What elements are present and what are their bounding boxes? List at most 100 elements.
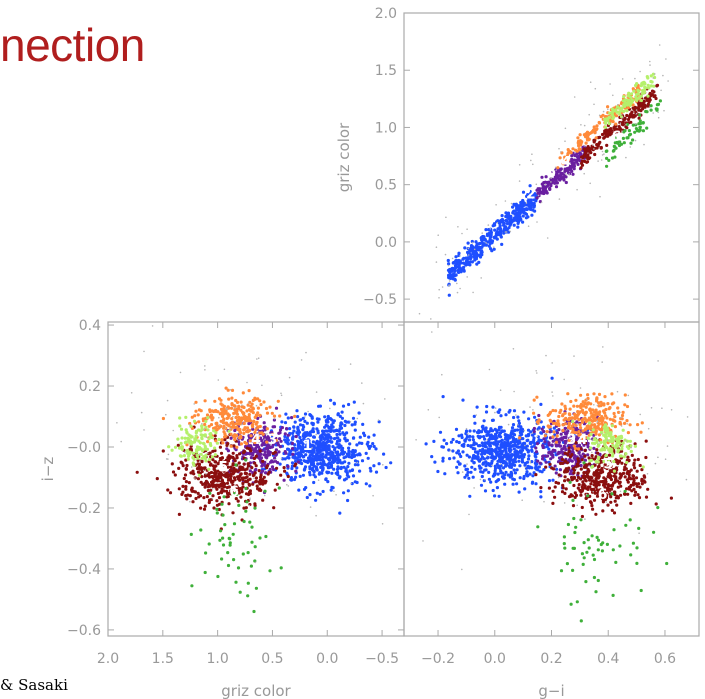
point-orange	[243, 426, 247, 430]
point-lightgreen	[195, 454, 199, 458]
point-purple	[256, 445, 261, 449]
point-blue	[527, 466, 532, 470]
point-lightgreen	[596, 456, 601, 460]
point-darkred	[196, 491, 200, 495]
point-darkred	[565, 469, 570, 473]
point-blue	[424, 442, 428, 446]
point-orange	[576, 447, 581, 451]
point-purple	[554, 444, 559, 448]
point-darkred	[166, 488, 170, 492]
point-darkred	[245, 480, 249, 484]
point-blue	[473, 421, 477, 425]
point-lightgreen	[621, 441, 625, 445]
point-blue	[501, 455, 505, 459]
point-orange	[598, 419, 603, 423]
point-purple	[268, 437, 272, 441]
point-orange	[577, 430, 581, 434]
point-green	[611, 149, 616, 153]
point-outliers	[518, 180, 521, 182]
point-blue	[438, 430, 443, 434]
point-darkred	[625, 487, 629, 491]
point-blue	[467, 455, 471, 459]
point-outliers	[601, 154, 604, 156]
point-blue	[473, 253, 477, 257]
point-outliers	[233, 407, 236, 409]
point-blue	[513, 428, 517, 432]
point-orange	[600, 415, 604, 419]
point-blue	[325, 452, 329, 456]
point-blue	[328, 417, 333, 421]
point-orange	[595, 127, 599, 131]
point-darkred	[572, 483, 576, 488]
point-orange	[610, 392, 614, 396]
point-blue	[347, 420, 351, 424]
point-blue	[318, 492, 322, 496]
point-blue	[463, 464, 467, 468]
point-green	[199, 528, 203, 532]
point-outliers	[466, 432, 469, 435]
point-lightgreen	[617, 448, 621, 452]
cluster-label: 2	[526, 186, 536, 202]
point-orange	[222, 424, 226, 428]
point-outliers	[621, 130, 623, 132]
point-orange	[572, 430, 577, 434]
x-tick-label: 1.0	[206, 651, 228, 667]
point-outliers	[663, 109, 665, 112]
point-outliers	[535, 183, 538, 186]
point-blue	[539, 431, 544, 435]
point-blue	[469, 257, 473, 261]
point-blue	[364, 482, 368, 486]
point-blue	[530, 445, 534, 449]
point-darkred	[581, 480, 585, 484]
point-blue	[534, 482, 538, 486]
point-blue	[326, 480, 330, 484]
point-orange	[581, 429, 585, 433]
point-blue	[531, 480, 535, 484]
point-darkred	[245, 467, 249, 471]
point-blue	[514, 449, 519, 453]
point-outliers	[685, 478, 688, 481]
point-green	[245, 500, 249, 504]
point-blue	[451, 437, 455, 442]
point-outliers	[362, 402, 365, 405]
point-orange	[274, 438, 278, 443]
point-orange	[545, 430, 549, 434]
point-blue	[465, 453, 469, 457]
point-purple	[276, 441, 280, 445]
point-blue	[516, 442, 520, 446]
point-darkred	[257, 480, 261, 484]
point-outliers	[167, 458, 169, 460]
point-darkred	[642, 99, 647, 103]
point-blue	[483, 489, 488, 493]
point-darkred	[226, 478, 231, 482]
point-darkred	[216, 469, 220, 473]
point-outliers	[536, 221, 538, 223]
point-lightgreen	[167, 445, 171, 449]
point-darkred	[643, 103, 647, 107]
point-orange	[597, 121, 602, 125]
point-green	[611, 548, 615, 552]
point-outliers	[248, 504, 251, 507]
point-darkred	[564, 487, 568, 491]
point-green	[635, 546, 639, 550]
point-darkred	[577, 459, 581, 463]
point-orange	[235, 412, 239, 416]
point-outliers	[550, 181, 552, 183]
point-blue	[296, 439, 300, 443]
point-outliers	[518, 164, 521, 166]
point-darkred	[248, 477, 252, 481]
point-outliers	[596, 421, 599, 423]
point-green	[204, 551, 208, 555]
point-outliers	[665, 58, 667, 60]
point-darkred	[620, 461, 624, 465]
point-outliers	[481, 232, 484, 234]
point-green	[579, 518, 583, 522]
point-purple	[586, 453, 590, 457]
point-orange	[577, 148, 582, 152]
point-orange	[222, 430, 226, 434]
point-blue	[516, 221, 520, 225]
point-blue	[447, 448, 451, 452]
point-orange	[548, 410, 553, 414]
point-lightgreen	[213, 446, 217, 450]
point-outliers	[573, 96, 576, 98]
